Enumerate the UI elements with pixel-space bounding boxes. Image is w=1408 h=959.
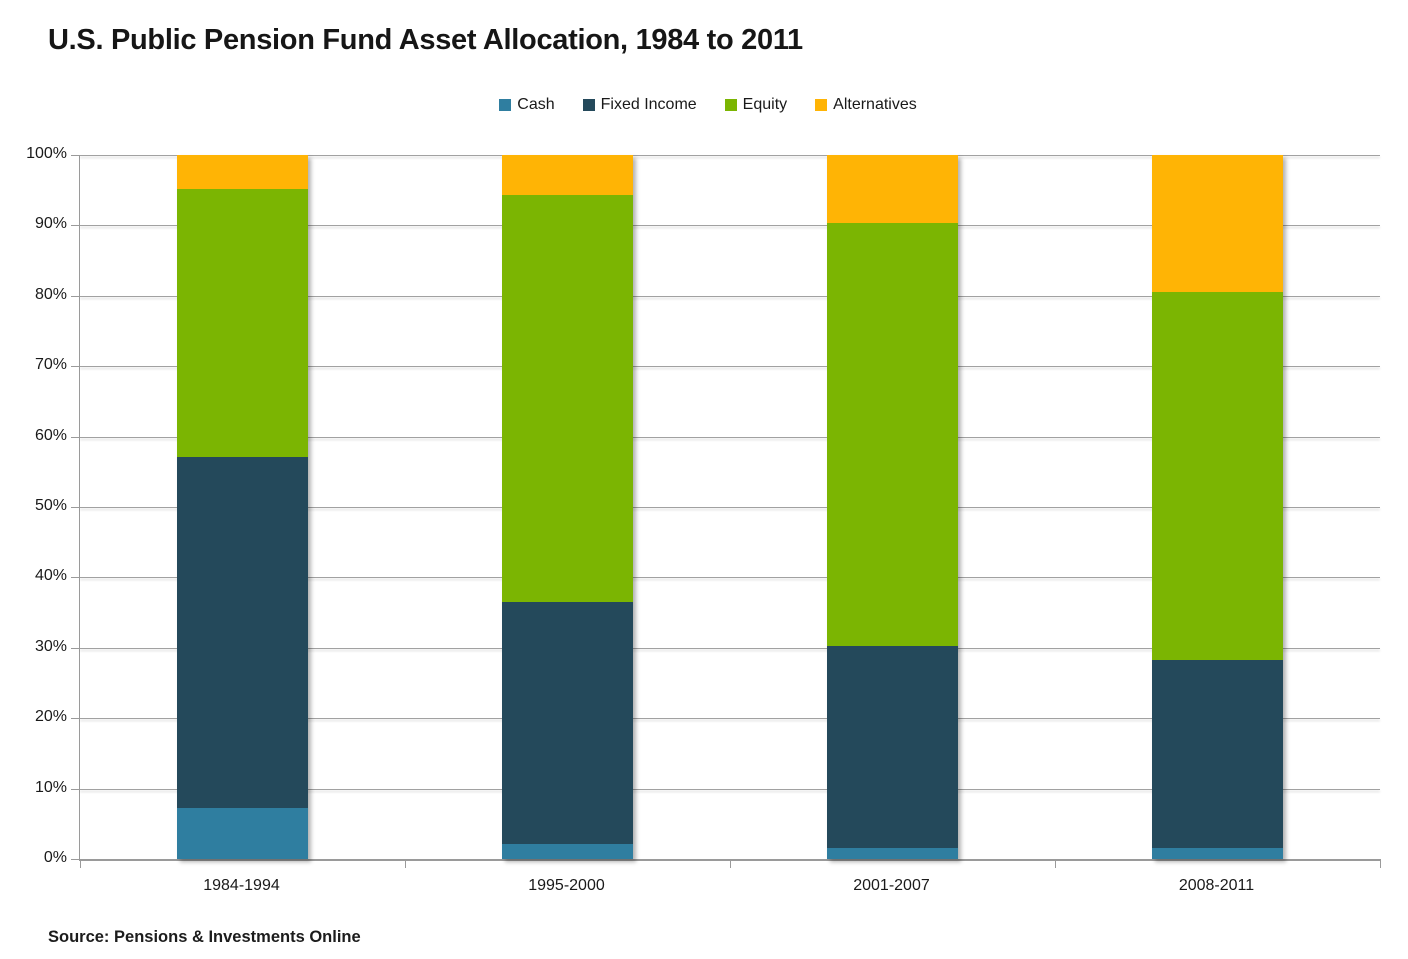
bar-segment-alternatives bbox=[502, 155, 633, 196]
x-axis-tick bbox=[80, 859, 81, 868]
y-axis-tick bbox=[71, 647, 80, 649]
y-axis-tick bbox=[71, 859, 80, 860]
stacked-bar-2008-2011 bbox=[1152, 155, 1283, 859]
legend-swatch-icon bbox=[724, 99, 737, 111]
bar-segment-equity bbox=[827, 222, 958, 646]
gridline-40% bbox=[80, 577, 1380, 579]
y-axis-label: 80% bbox=[34, 285, 67, 303]
chart-title: U.S. Public Pension Fund Asset Allocatio… bbox=[48, 24, 803, 56]
bar-segment-fixed-income bbox=[1152, 659, 1283, 848]
gridline-100% bbox=[80, 155, 1380, 156]
gridline-60% bbox=[80, 436, 1380, 438]
bar-segment-equity bbox=[177, 188, 308, 458]
y-axis-tick bbox=[71, 155, 80, 156]
gridline-90% bbox=[80, 225, 1380, 227]
y-axis-tick bbox=[71, 577, 80, 579]
y-axis-tick bbox=[71, 507, 80, 508]
legend-item-fixed-income: Fixed Income bbox=[582, 96, 697, 114]
bar-segment-cash bbox=[827, 847, 958, 859]
legend-item-cash: Cash bbox=[499, 96, 555, 114]
legend-item-equity: Equity bbox=[724, 96, 788, 114]
bar-segment-fixed-income bbox=[827, 645, 958, 848]
gridline-80% bbox=[80, 295, 1380, 297]
legend-label: Alternatives bbox=[833, 96, 917, 113]
y-axis-label: 60% bbox=[34, 426, 67, 444]
bar-segment-equity bbox=[1152, 291, 1283, 660]
y-axis-tick bbox=[71, 788, 80, 790]
bar-segment-cash bbox=[177, 808, 308, 859]
bar-segment-alternatives bbox=[1152, 155, 1283, 292]
stacked-bar-1984-1994 bbox=[177, 155, 308, 859]
bar-segment-cash bbox=[502, 844, 633, 859]
legend-item-alternatives: Alternatives bbox=[815, 96, 917, 114]
x-axis-tick bbox=[1055, 859, 1056, 868]
y-axis-tick bbox=[71, 436, 80, 438]
bar-segment-cash bbox=[1152, 847, 1283, 859]
gridline-30% bbox=[80, 647, 1380, 649]
legend-swatch-icon bbox=[582, 99, 595, 111]
x-axis-tick bbox=[405, 859, 406, 868]
gridline-10% bbox=[80, 788, 1380, 790]
bar-segment-fixed-income bbox=[177, 457, 308, 809]
legend-label: Fixed Income bbox=[600, 96, 697, 113]
stacked-bar-1995-2000 bbox=[502, 155, 633, 859]
source-note: Source: Pensions & Investments Online bbox=[48, 928, 361, 946]
x-axis-label-2008-2011: 2008-2011 bbox=[1178, 877, 1255, 894]
y-axis-tick bbox=[71, 295, 80, 297]
chart-legend: Cash Fixed Income Equity Alternatives bbox=[58, 96, 1358, 114]
x-axis-tick bbox=[730, 859, 731, 868]
legend-swatch-icon bbox=[815, 99, 828, 111]
y-axis-label: 20% bbox=[34, 708, 67, 726]
gridline-50% bbox=[80, 507, 1380, 508]
y-axis-label: 90% bbox=[34, 215, 67, 233]
x-axis-label-1995-2000: 1995-2000 bbox=[528, 877, 605, 894]
legend-swatch-icon bbox=[499, 99, 512, 111]
y-axis-tick bbox=[71, 225, 80, 227]
y-axis-label: 70% bbox=[34, 356, 67, 374]
stacked-bar-2001-2007 bbox=[827, 155, 958, 859]
bar-segment-alternatives bbox=[827, 155, 958, 223]
gridline-70% bbox=[80, 366, 1380, 368]
y-axis-label: 30% bbox=[34, 637, 67, 655]
plot-area bbox=[71, 155, 1381, 868]
legend-label: Cash bbox=[517, 96, 555, 113]
bar-segment-equity bbox=[502, 195, 633, 603]
bar-segment-alternatives bbox=[177, 155, 308, 189]
x-axis-tick bbox=[1380, 859, 1381, 868]
y-axis-label: 10% bbox=[34, 778, 67, 796]
y-axis-label: 50% bbox=[34, 497, 67, 514]
x-axis-label-1984-1994: 1984-1994 bbox=[203, 877, 280, 894]
y-axis-label: 100% bbox=[26, 145, 67, 162]
gridline-20% bbox=[80, 718, 1380, 720]
bar-segment-fixed-income bbox=[502, 602, 633, 845]
y-axis-tick bbox=[71, 366, 80, 368]
x-axis-label-2001-2007: 2001-2007 bbox=[853, 877, 930, 894]
legend-label: Equity bbox=[742, 96, 788, 113]
y-axis-label: 0% bbox=[43, 849, 67, 866]
y-axis-tick bbox=[71, 718, 80, 720]
y-axis-label: 40% bbox=[34, 567, 67, 585]
